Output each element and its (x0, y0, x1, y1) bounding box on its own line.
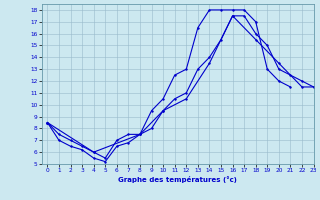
X-axis label: Graphe des températures (°c): Graphe des températures (°c) (118, 176, 237, 183)
